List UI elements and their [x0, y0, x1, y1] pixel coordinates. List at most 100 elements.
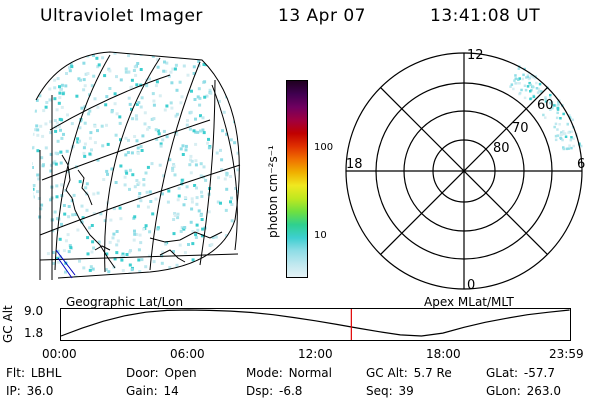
aurora-pixel [231, 106, 235, 110]
aurora-pixel [92, 212, 96, 215]
aurora-pixel [118, 115, 122, 119]
aurora-pixel [68, 244, 72, 248]
aurora-pixel [245, 84, 248, 87]
aurora-pixel [120, 258, 124, 262]
aurora-pixel [32, 253, 36, 257]
aurora-pixel [86, 252, 90, 256]
aurora-pixel [192, 55, 196, 59]
aurora-pixel [138, 192, 142, 195]
aurora-pixel [233, 141, 237, 145]
aurora-pixel [58, 96, 62, 100]
aurora-pixel [231, 236, 235, 240]
polar-aurora-pixel [526, 74, 530, 77]
aurora-pixel [225, 132, 229, 136]
aurora-pixel [115, 75, 118, 79]
glon-value: 263.0 [526, 384, 561, 398]
aurora-pixel [139, 241, 143, 245]
aurora-pixel [234, 52, 238, 54]
aurora-pixel [139, 68, 143, 71]
aurora-pixel [243, 213, 246, 216]
aurora-pixel [104, 268, 108, 272]
aurora-pixel [149, 200, 153, 203]
aurora-pixel [60, 105, 64, 109]
aurora-pixel [241, 135, 244, 138]
aurora-pixel [185, 123, 189, 127]
aurora-pixel [100, 124, 104, 128]
aurora-pixel [130, 151, 134, 155]
aurora-pixel [226, 77, 230, 80]
polar-aurora-pixel [549, 108, 552, 111]
aurora-pixel [188, 163, 192, 167]
aurora-pixel [119, 78, 123, 82]
dsp-status: Dsp: -6.8 [246, 384, 303, 398]
aurora-pixel [206, 141, 210, 145]
aurora-pixel [32, 132, 35, 136]
aurora-pixel [190, 159, 194, 163]
polar-aurora-pixel [514, 77, 517, 80]
aurora-pixel [216, 200, 220, 204]
aurora-pixel [56, 77, 60, 81]
aurora-pixel [47, 65, 51, 69]
aurora-pixel [32, 195, 35, 199]
aurora-pixel [33, 92, 37, 95]
aurora-pixel [135, 117, 139, 121]
aurora-pixel [47, 263, 51, 266]
polar-aurora-pixel [556, 128, 559, 131]
aurora-pixel [186, 119, 189, 123]
aurora-pixel [36, 133, 40, 137]
aurora-pixel [123, 274, 127, 278]
aurora-pixel [95, 56, 99, 60]
polar-aurora-pixel [559, 136, 562, 140]
aurora-pixel [113, 92, 117, 96]
aurora-pixel [165, 135, 169, 139]
aurora-pixel [172, 270, 176, 274]
aurora-pixel [224, 234, 228, 238]
aurora-pixel [152, 117, 156, 121]
aurora-pixel [210, 243, 214, 247]
aurora-pixel [127, 138, 130, 142]
aurora-pixel [67, 250, 71, 254]
aurora-pixel [168, 74, 171, 78]
aurora-pixel [119, 217, 123, 221]
polar-aurora-pixel [518, 77, 521, 80]
aurora-pixel [113, 52, 117, 55]
aurora-pixel [83, 121, 87, 125]
aurora-pixel [238, 246, 240, 250]
polar-aurora-pixel [550, 100, 554, 104]
polar-aurora-pixel [540, 90, 543, 93]
aurora-pixel [108, 69, 112, 73]
aurora-pixel [199, 278, 202, 281]
aurora-pixel [242, 167, 245, 170]
polar-aurora-pixel [557, 103, 560, 106]
polar-aurora-pixel [558, 123, 561, 126]
aurora-pixel [173, 212, 177, 215]
aurora-pixel [84, 72, 88, 76]
polar-aurora-pixel [566, 122, 569, 126]
aurora-pixel [33, 227, 37, 231]
aurora-pixel [191, 230, 195, 233]
aurora-pixel [146, 205, 150, 209]
aurora-pixel [71, 144, 75, 148]
aurora-pixel [78, 259, 81, 263]
aurora-pixel [124, 153, 128, 157]
aurora-pixel [36, 190, 39, 194]
aurora-pixel [88, 136, 92, 140]
aurora-pixel [200, 234, 204, 238]
aurora-pixel [150, 162, 154, 166]
aurora-pixel [44, 122, 48, 126]
aurora-pixel [62, 249, 66, 253]
polar-aurora-pixel [555, 116, 559, 120]
polar-aurora-pixel [529, 83, 533, 87]
aurora-pixel [96, 65, 100, 69]
aurora-pixel [236, 250, 240, 254]
aurora-pixel [102, 178, 106, 181]
aurora-pixel [162, 174, 166, 178]
x-tick-2359: 23:59 [549, 347, 584, 361]
orbit-altitude-line [60, 309, 570, 337]
aurora-pixel [171, 166, 175, 170]
aurora-pixel [164, 69, 168, 73]
polar-aurora-pixel [560, 131, 563, 134]
aurora-pixel [154, 128, 158, 132]
aurora-pixel [245, 101, 248, 104]
aurora-pixel [62, 204, 66, 207]
